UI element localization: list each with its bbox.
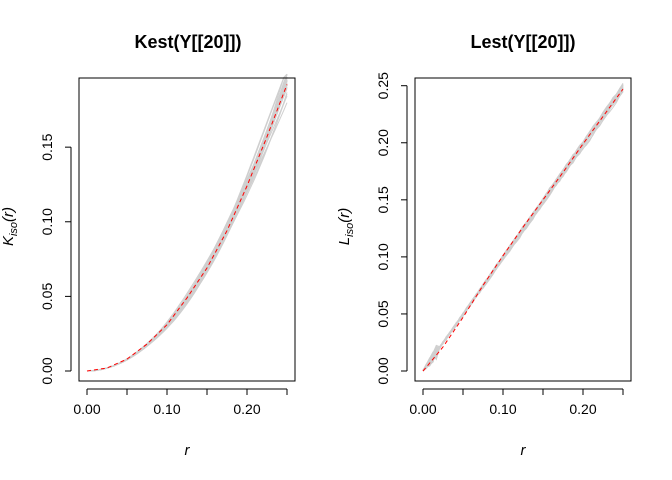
envelope-line [86,95,288,372]
envelope-line [86,79,288,372]
y-tick-label: 0.15 [39,133,55,160]
y-axis-label: Kiso(r) [0,207,20,246]
panel-lest: Lest(Y[[20]]) 0.00 0.10 0.20 0.00 0.05 0.10 0.1… [336,32,632,459]
x-tick-label: 0.10 [489,401,516,417]
x-tick-label: 0.10 [153,401,180,417]
envelope-line [86,79,288,372]
envelope-line [86,74,288,372]
envelope-line [86,94,288,372]
y-tick-label: 0.20 [375,129,391,156]
envelope-line [86,92,288,372]
x-tick-label: 0.20 [569,401,596,417]
x-tick-label: 0.20 [233,401,260,417]
y-tick-label: 0.10 [375,243,391,270]
y-axis-label: Liso(r) [336,208,356,245]
envelope-line [86,73,288,372]
y-axis-label-subscript: iso [344,223,356,237]
y-tick-label: 0.05 [39,283,55,310]
envelope-line [86,77,288,372]
observed-line [422,88,624,372]
y-tick-label: 0.25 [375,72,391,99]
envelope-line [86,87,288,372]
chart-title: Lest(Y[[20]]) [470,32,575,52]
envelope-line [86,81,288,372]
y-axis-label-main: K [0,235,17,246]
envelope-line [86,81,288,372]
envelope-line [86,74,288,372]
envelope-line [86,79,288,372]
envelope-line [86,86,288,372]
y-tick-label: 0.15 [375,186,391,213]
x-tick-label: 0.00 [409,401,436,417]
envelope-line [86,73,288,372]
envelope-line [86,79,288,372]
envelope-line [86,88,288,372]
envelope-line [86,84,288,372]
chart-title: Kest(Y[[20]]) [134,32,241,52]
envelope-line [86,83,288,372]
y-tick-label: 0.05 [375,300,391,327]
plot-frame [78,77,296,382]
y-tick-label: 0.00 [375,357,391,384]
envelope-line [86,76,288,372]
envelope-line [86,79,288,372]
y-tick-label: 0.10 [39,208,55,235]
envelope-line [86,74,288,372]
envelope-line [86,84,288,372]
envelope-line [86,85,288,372]
envelope-line [86,102,288,372]
envelope-line [86,85,288,372]
envelope-line [86,83,288,372]
x-axis-label: r [185,442,191,459]
y-axis-label-subscript: iso [8,222,20,236]
x-axis-label: r [521,442,527,459]
observed-line [86,84,288,372]
envelope-line [86,80,288,372]
y-axis-label-suffix: (r) [336,208,353,223]
envelope-line [86,76,288,372]
envelope-line [422,89,624,372]
envelope-line [86,80,288,372]
envelope-line [86,84,288,372]
y-tick-label: 0.00 [39,357,55,384]
envelope-line [86,79,288,372]
envelope-line [86,77,288,372]
envelope-line [86,84,288,372]
y-axis-label-suffix: (r) [0,207,17,222]
envelope-line [86,84,288,372]
envelope-line [86,73,288,372]
envelope-line [86,79,288,372]
plot-frame [414,77,632,382]
panel-kest: Kest(Y[[20]]) 0.00 0.10 0.20 0.00 0.05 0.10 0.1… [0,32,296,459]
envelope-line [86,77,288,372]
envelope-line [86,80,288,372]
x-tick-label: 0.00 [73,401,100,417]
y-axis-label-main: L [336,237,353,245]
